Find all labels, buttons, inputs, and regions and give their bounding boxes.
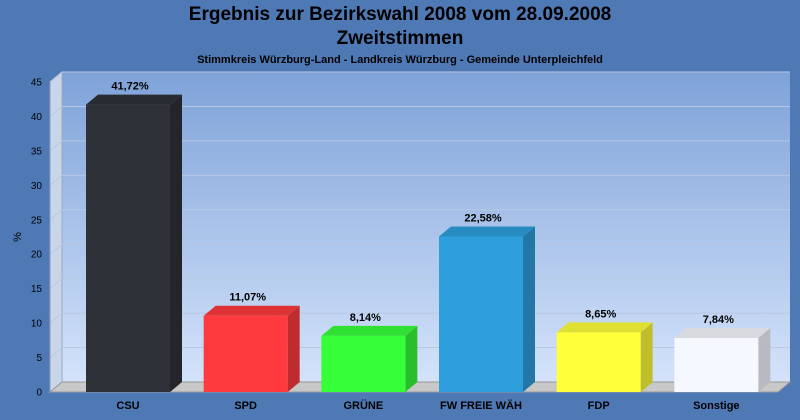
bar-top bbox=[439, 226, 535, 237]
data-label: 8,14% bbox=[350, 312, 381, 324]
y-tick-label: 30 bbox=[31, 181, 43, 192]
y-tick-label: 45 bbox=[31, 78, 43, 89]
bar-fw-freie-wäh bbox=[439, 236, 523, 392]
y-tick-label: 40 bbox=[31, 112, 43, 123]
x-tick-label: GRÜNE bbox=[343, 399, 383, 412]
bar-fdp bbox=[556, 332, 641, 392]
gridline-depth bbox=[49, 347, 63, 358]
y-tick-label: 15 bbox=[31, 284, 43, 295]
bar-spd bbox=[203, 315, 288, 392]
data-label: 22,58% bbox=[464, 212, 502, 224]
bar-top bbox=[556, 322, 653, 333]
gridline-depth bbox=[49, 209, 63, 221]
x-tick-label: FW FREIE WÄH bbox=[440, 399, 522, 412]
x-tick-label: CSU bbox=[116, 400, 139, 412]
bar-csu bbox=[86, 104, 170, 393]
plot-left-wall bbox=[49, 70, 63, 394]
bar-side bbox=[758, 327, 771, 392]
y-tick-label: 0 bbox=[36, 388, 42, 399]
y-tick-label: 5 bbox=[36, 353, 42, 364]
y-tick-label: 35 bbox=[31, 146, 43, 157]
gridline-depth bbox=[49, 174, 63, 186]
y-tick-label: 10 bbox=[31, 319, 43, 330]
x-tick-label: SPD bbox=[234, 400, 257, 412]
bar-side bbox=[640, 322, 653, 392]
chart-title: Ergebnis zur Bezirkswahl 2008 vom 28.09.… bbox=[188, 4, 612, 25]
bar-grüne bbox=[321, 335, 406, 392]
gridline-depth bbox=[49, 243, 63, 255]
gridline-depth bbox=[49, 278, 63, 290]
data-label: 8,65% bbox=[585, 308, 616, 320]
gridline-depth bbox=[49, 312, 63, 324]
chart-subtitle: Zweitstimmen bbox=[336, 28, 464, 49]
data-label: 7,84% bbox=[703, 314, 734, 326]
bar-side bbox=[170, 94, 182, 393]
x-tick-label: Sonstige bbox=[693, 400, 739, 412]
y-axis-label: % bbox=[12, 232, 24, 242]
bar-side bbox=[523, 226, 535, 392]
x-tick-label: FDP bbox=[588, 400, 610, 412]
bar-top bbox=[321, 325, 418, 336]
bar-top bbox=[203, 305, 300, 316]
y-tick-label: 25 bbox=[31, 215, 43, 226]
gridline-depth bbox=[49, 106, 63, 117]
bar-side bbox=[405, 325, 418, 392]
bar-sonstige bbox=[674, 337, 759, 392]
bar-side bbox=[287, 305, 300, 392]
bar-top bbox=[674, 327, 771, 338]
bar-top bbox=[86, 94, 182, 105]
gridline-depth bbox=[49, 71, 63, 83]
data-label: 11,07% bbox=[229, 292, 266, 304]
gridline-depth bbox=[49, 140, 63, 152]
plot-back-wall bbox=[62, 72, 790, 382]
data-label: 41,72% bbox=[111, 81, 149, 93]
y-tick-label: 20 bbox=[31, 250, 43, 261]
chart-caption: Stimmkreis Würzburg-Land - Landkreis Wür… bbox=[197, 54, 603, 66]
